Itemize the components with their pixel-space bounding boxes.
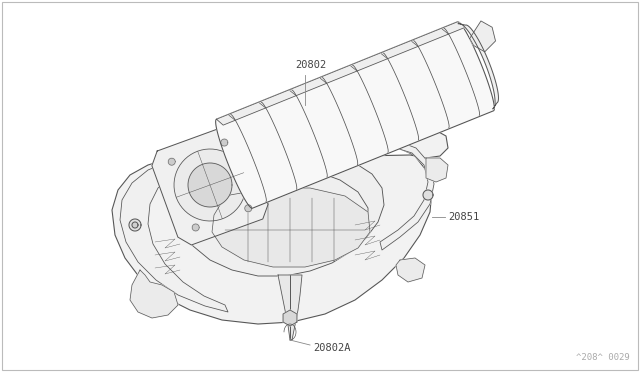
- Polygon shape: [245, 205, 252, 212]
- Polygon shape: [168, 150, 384, 276]
- Polygon shape: [458, 23, 499, 109]
- Polygon shape: [216, 22, 494, 208]
- Polygon shape: [112, 130, 448, 324]
- Text: 20802A: 20802A: [313, 343, 351, 353]
- Polygon shape: [426, 158, 448, 182]
- Polygon shape: [221, 139, 228, 146]
- Polygon shape: [212, 188, 370, 267]
- Polygon shape: [129, 219, 141, 231]
- Polygon shape: [216, 22, 466, 125]
- Polygon shape: [470, 21, 495, 52]
- Text: 20802: 20802: [295, 60, 326, 70]
- Polygon shape: [192, 224, 199, 231]
- Polygon shape: [132, 222, 138, 228]
- Polygon shape: [168, 158, 175, 165]
- Polygon shape: [188, 163, 232, 207]
- Text: ^208^ 0029: ^208^ 0029: [576, 353, 630, 362]
- Polygon shape: [396, 258, 425, 282]
- Polygon shape: [423, 190, 433, 200]
- Polygon shape: [120, 162, 228, 312]
- Polygon shape: [152, 125, 268, 245]
- Text: 20851: 20851: [448, 212, 479, 222]
- Polygon shape: [278, 275, 302, 340]
- Polygon shape: [174, 149, 246, 221]
- Polygon shape: [130, 270, 178, 318]
- Polygon shape: [380, 142, 434, 250]
- Polygon shape: [283, 310, 297, 326]
